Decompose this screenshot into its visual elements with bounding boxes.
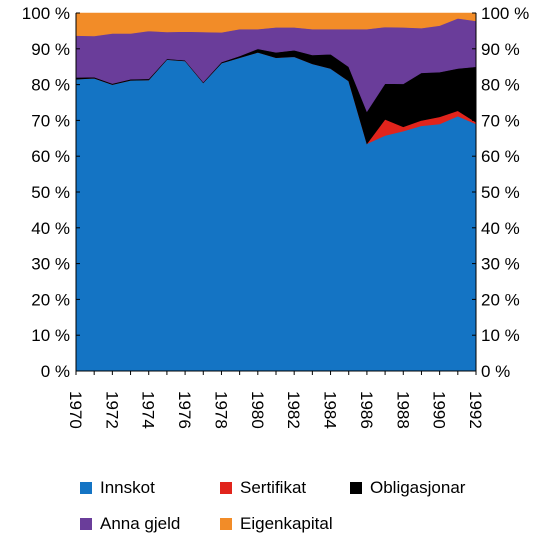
x-tick-label: 1978: [211, 391, 230, 429]
y-tick-label: 90 %: [31, 40, 70, 59]
y-tick-label: 20 %: [31, 290, 70, 309]
y-axis-right-labels: 0 % 10 % 20 % 30 % 40 % 50 % 60 % 70 % 80 % 90 % 1…: [481, 4, 529, 381]
legend-label: Sertifikat: [240, 478, 307, 497]
y-tick-label: 70 %: [481, 111, 520, 130]
legend-row: Innskot Sertifikat Obligasjonar: [80, 470, 520, 506]
y-tick-label: 0 %: [481, 362, 510, 381]
y-tick-label: 80 %: [481, 76, 520, 95]
y-tick-label: 60 %: [31, 147, 70, 166]
y-tick-label: 40 %: [31, 219, 70, 238]
y-tick-label: 70 %: [31, 111, 70, 130]
legend-swatch: [80, 518, 92, 530]
axes: [75, 12, 477, 375]
legend-item: Anna gjeld: [80, 514, 220, 534]
y-tick-label: 100 %: [22, 4, 70, 23]
x-tick-label: 1990: [430, 391, 449, 429]
y-tick-label: 10 %: [481, 326, 520, 345]
x-tick-label: 1988: [393, 391, 412, 429]
x-tick-label: 1992: [466, 391, 485, 429]
x-tick-label: 1986: [357, 391, 376, 429]
y-tick-label: 100 %: [481, 4, 529, 23]
y-tick-label: 10 %: [31, 326, 70, 345]
x-tick-label: 1970: [66, 391, 85, 429]
y-tick-label: 50 %: [481, 183, 520, 202]
x-tick-label: 1980: [248, 391, 267, 429]
y-tick-label: 80 %: [31, 76, 70, 95]
x-tick-label: 1984: [321, 391, 340, 429]
y-tick-label: 60 %: [481, 147, 520, 166]
y-tick-label: 20 %: [481, 290, 520, 309]
legend-swatch: [220, 518, 232, 530]
y-tick-label: 50 %: [31, 183, 70, 202]
legend-label: Anna gjeld: [100, 514, 181, 533]
legend-item: Obligasjonar: [350, 478, 520, 498]
y-axis-left-labels: 0 % 10 % 20 % 30 % 40 % 50 % 60 % 70 % 80 % 90 % 1…: [22, 4, 70, 381]
x-tick-label: 1982: [284, 391, 303, 429]
legend-swatch: [350, 482, 362, 494]
legend-item: Innskot: [80, 478, 220, 498]
legend-label: Eigenkapital: [240, 514, 333, 533]
legend-label: Obligasjonar: [370, 478, 466, 497]
y-tick-label: 40 %: [481, 219, 520, 238]
legend-label: Innskot: [100, 478, 155, 497]
x-tick-label: 1974: [139, 391, 158, 429]
y-tick-label: 0 %: [41, 362, 70, 381]
legend-item: Sertifikat: [220, 478, 350, 498]
legend-row: Anna gjeld Eigenkapital: [80, 506, 520, 542]
legend-item: Eigenkapital: [220, 514, 370, 534]
y-tick-label: 30 %: [481, 255, 520, 274]
x-tick-label: 1972: [102, 391, 121, 429]
legend: Innskot Sertifikat Obligasjonar Anna gjeld…: [80, 470, 520, 542]
x-tick-label: 1976: [175, 391, 194, 429]
y-tick-label: 90 %: [481, 40, 520, 59]
legend-swatch: [80, 482, 92, 494]
y-tick-label: 30 %: [31, 255, 70, 274]
series-areas: [75, 12, 477, 372]
x-axis-labels: 1970 1972 1974 1976 1978 1980 1982 1984 1986 1988…: [66, 391, 485, 429]
legend-swatch: [220, 482, 232, 494]
